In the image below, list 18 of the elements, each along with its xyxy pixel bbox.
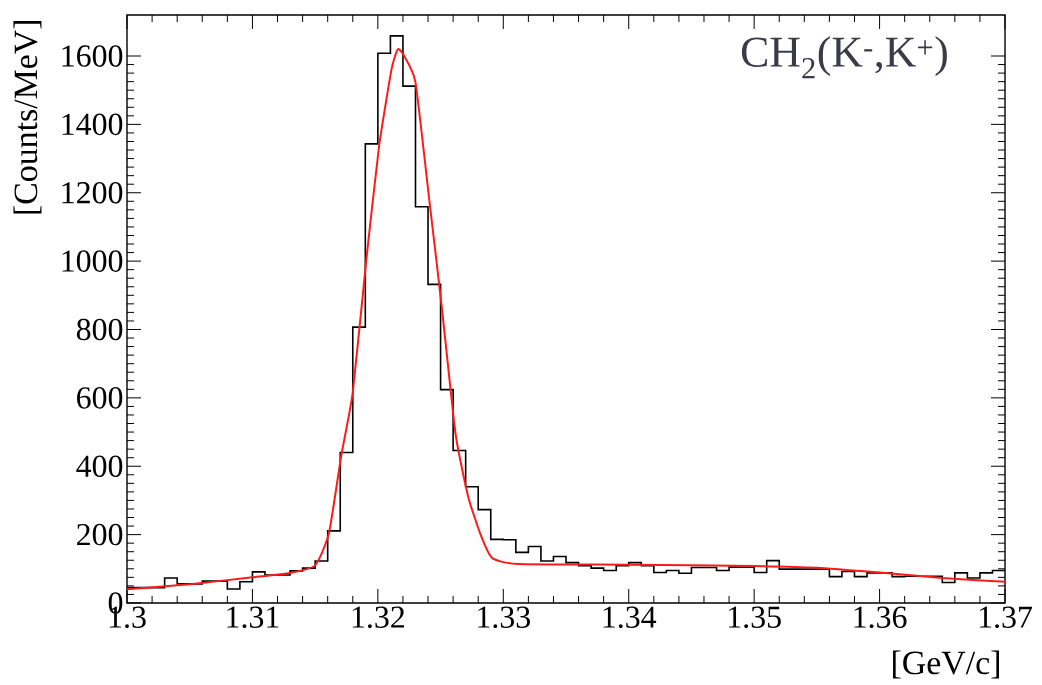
x-tick-label: 1.37 <box>979 606 1032 629</box>
x-tick-label: 1.33 <box>478 606 530 629</box>
y-tick-label: 800 <box>76 318 123 341</box>
y-tick-label: 1400 <box>62 113 123 136</box>
x-tick-label: 1.35 <box>729 606 781 629</box>
y-tick-label: 600 <box>77 387 123 409</box>
y-axis-title: [Counts/MeV] <box>13 21 42 214</box>
x-tick-label: 1.36 <box>854 606 907 629</box>
y-tick-label: 1000 <box>62 250 123 272</box>
y-tick-label: 1600 <box>62 45 123 67</box>
x-axis-title: [GeV/c] <box>893 650 999 679</box>
x-tick-label: 1.32 <box>352 606 404 629</box>
y-tick-label: 200 <box>77 523 123 546</box>
x-tick-label: 1.34 <box>603 606 657 629</box>
annotation: CH$_{2}$(K$^{-}$,K$^{+}$) <box>741 36 947 79</box>
y-tick-label: 400 <box>76 455 123 477</box>
y-tick-label: 1200 <box>62 181 123 204</box>
x-tick-label: 1.31 <box>227 606 279 629</box>
